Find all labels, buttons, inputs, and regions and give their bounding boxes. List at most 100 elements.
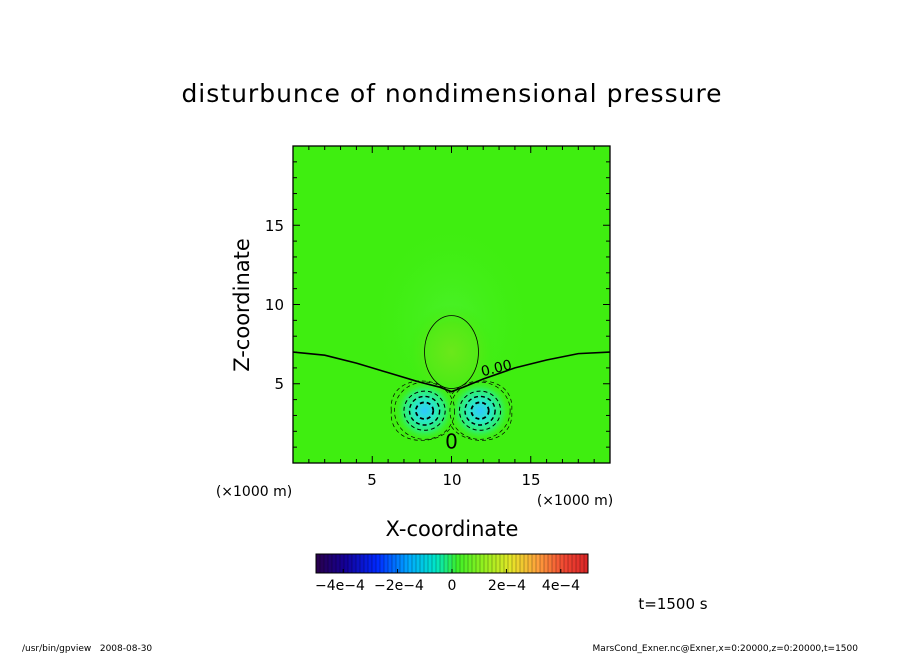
- x-axis-label: X-coordinate: [386, 517, 519, 541]
- colorbar-strip: [316, 554, 321, 573]
- colorbar-strip: [520, 554, 525, 573]
- colorbar-strip: [576, 554, 581, 573]
- colorbar-strip: [388, 554, 393, 573]
- colorbar-strip: [436, 554, 441, 573]
- colorbar-strip: [448, 554, 453, 573]
- colorbar-strip: [536, 554, 541, 573]
- colorbar-strip: [572, 554, 577, 573]
- y-tick-label: 5: [274, 375, 284, 393]
- negative-contour: [449, 381, 511, 440]
- colorbar-strip: [464, 554, 469, 573]
- colorbar-strip: [360, 554, 365, 573]
- colorbar-strip: [396, 554, 401, 573]
- colorbar-strip: [524, 554, 529, 573]
- colorbar-strip: [412, 554, 417, 573]
- negative-contour: [414, 401, 435, 420]
- chart-title: disturbunce of nondimensional pressure: [181, 79, 722, 108]
- colorbar-strip: [356, 554, 361, 573]
- colorbar-strip: [400, 554, 405, 573]
- colorbar-strip: [364, 554, 369, 573]
- colorbar-strip: [484, 554, 489, 573]
- colorbar-strip: [508, 554, 513, 573]
- negative-contour: [403, 390, 446, 431]
- colorbar-tick-label: 0: [448, 578, 457, 594]
- colorbar-strip: [584, 554, 589, 573]
- colorbar-strip: [500, 554, 505, 573]
- colorbar-strip: [416, 554, 421, 573]
- colorbar-strip: [504, 554, 509, 573]
- colorbar-strip: [568, 554, 573, 573]
- colorbar-strip: [468, 554, 473, 573]
- positive-bubble: [407, 304, 496, 400]
- negative-contour: [470, 401, 490, 420]
- colorbar-strip: [548, 554, 553, 573]
- colorbar-strip: [564, 554, 569, 573]
- colorbar-strip: [460, 554, 465, 573]
- colorbar-strip: [452, 554, 457, 573]
- plot-area: [293, 146, 610, 463]
- colorbar-strip: [408, 554, 413, 573]
- colorbar-tick-label: 2e−4: [488, 578, 526, 594]
- colorbar-ticks: [342, 569, 562, 573]
- colorbar-strip: [544, 554, 549, 573]
- negative-contour: [394, 381, 456, 440]
- negative-lobe-left: [394, 380, 455, 441]
- colorbar-strip: [328, 554, 333, 573]
- colorbar-strip: [512, 554, 517, 573]
- colorbar-strip: [516, 554, 521, 573]
- colorbar-strip: [332, 554, 337, 573]
- footer-right: MarsCond_Exner.nc@Exner,x=0:20000,z=0:20…: [593, 644, 859, 654]
- colorbar-strip: [348, 554, 353, 573]
- colorbar-tick-label: −4e−4: [315, 578, 365, 594]
- colorbar-strip: [432, 554, 437, 573]
- colorbar-strip: [444, 554, 449, 573]
- colorbar-strip: [404, 554, 409, 573]
- colorbar-strip: [556, 554, 561, 573]
- colorbar-strips: [315, 554, 589, 573]
- colorbar-strip: [476, 554, 481, 573]
- colorbar-strip: [336, 554, 341, 573]
- colorbar-strip: [552, 554, 557, 573]
- colorbar-strip: [344, 554, 349, 573]
- colorbar-strip: [352, 554, 357, 573]
- colorbar-strip: [340, 554, 345, 573]
- colorbar-strip: [372, 554, 377, 573]
- colorbar-strip: [480, 554, 485, 573]
- colorbar-strip: [532, 554, 537, 573]
- negative-lobe-right: [449, 380, 511, 441]
- colorbar-strip: [472, 554, 477, 573]
- positive-contour: [424, 315, 479, 389]
- colorbar-strip: [420, 554, 425, 573]
- colorbar-strip: [580, 554, 585, 573]
- footer-left: /usr/bin/gpview 2008-08-30: [22, 644, 152, 654]
- colorbar-strip: [380, 554, 385, 573]
- axis-ticks: [293, 146, 610, 463]
- colorbar-strip: [440, 554, 445, 573]
- colorbar-tick-label: 4e−4: [542, 578, 580, 594]
- negative-contour: [464, 395, 496, 426]
- zero-contour: [293, 351, 610, 393]
- colorbar: −4e−4 −2e−4 0 2e−4 4e−4: [315, 553, 589, 594]
- x-tick-label: 10: [442, 471, 461, 489]
- colorbar-strip: [540, 554, 545, 573]
- colorbar-strip: [496, 554, 501, 573]
- y-tick-label: 15: [265, 217, 284, 235]
- y-axis-label: Z-coordinate: [230, 238, 254, 372]
- x-unit-label-left: (×1000 m): [216, 484, 292, 500]
- colorbar-strip: [324, 554, 329, 573]
- colorbar-strip: [456, 554, 461, 573]
- contour-lines: [293, 315, 610, 441]
- colorbar-strip: [392, 554, 397, 573]
- x-unit-label-right: (×1000 m): [537, 493, 613, 509]
- time-label: t=1500 s: [638, 595, 707, 613]
- colorbar-strip: [488, 554, 493, 573]
- colorbar-tick-label: −2e−4: [374, 578, 424, 594]
- negative-contour: [458, 390, 502, 431]
- negative-contour: [408, 395, 441, 426]
- x-tick-label: 5: [367, 471, 377, 489]
- contour-label: 0: [445, 430, 458, 454]
- y-tick-label: 10: [265, 296, 284, 314]
- negative-contour-outer: [390, 380, 513, 441]
- colorbar-strip: [560, 554, 565, 573]
